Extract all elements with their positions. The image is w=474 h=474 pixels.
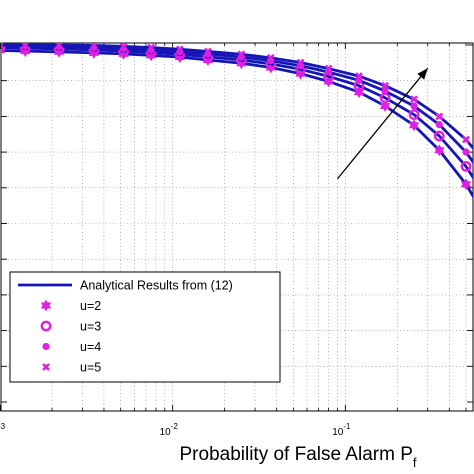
x-tick-label-exponent: -3: [0, 422, 6, 431]
marker-cross-stroke: [21, 43, 30, 49]
data-point: [434, 144, 445, 157]
marker-triangle-down: [460, 181, 472, 191]
data-point: [435, 121, 443, 129]
marker-cross-stroke: [266, 53, 275, 62]
x-tick-label: 10-3: [0, 422, 6, 438]
data-point: [408, 109, 420, 121]
legend-marker: [40, 299, 52, 312]
data-point: [462, 148, 470, 156]
x-axis-label: Probability of False Alarm Pf: [180, 444, 417, 470]
x-axis-label-main: Probability of False Alarm P: [180, 444, 413, 465]
legend-label: u=5: [80, 361, 101, 375]
x-tick-label-base: 10: [332, 427, 344, 438]
x-tick-label-base: 10: [160, 427, 172, 438]
data-point: [147, 43, 156, 52]
x-tick-label-exponent: -2: [171, 422, 179, 431]
data-point: [90, 43, 98, 50]
marker-cross-stroke: [237, 50, 246, 59]
marker-cross-stroke: [175, 45, 184, 54]
data-point: [435, 112, 444, 121]
marker-cross-stroke: [90, 43, 98, 50]
data-point: [410, 95, 418, 104]
data-point: [379, 100, 391, 112]
data-point: [203, 47, 212, 56]
data-point: [266, 53, 275, 62]
marker-cross-stroke: [462, 135, 470, 144]
marker-triangle-down: [379, 103, 391, 112]
data-point: [55, 43, 64, 49]
marker-cross-stroke: [55, 43, 63, 49]
legend-marker: [42, 342, 50, 351]
data-point: [460, 160, 472, 172]
x-tick-label: 10-1: [332, 422, 351, 438]
marker-cross-stroke: [203, 47, 212, 56]
data-point: [324, 64, 333, 73]
marker-triangle-down: [353, 89, 365, 99]
legend-label: u=4: [80, 340, 101, 354]
data-point: [175, 45, 184, 54]
series-u5: [1, 43, 473, 151]
marker-triangle-down: [434, 147, 445, 157]
marker-cross-stroke: [324, 64, 333, 73]
legend-item: u=4: [42, 340, 101, 354]
legend-label: u=2: [80, 299, 101, 313]
marker-triangle-down: [40, 302, 52, 312]
legend-marker: [40, 320, 52, 332]
x-axis-label-subscript: f: [413, 455, 417, 470]
marker-cross-stroke: [42, 363, 50, 371]
data-point: [355, 72, 363, 80]
marker-cross-stroke: [147, 43, 156, 52]
series-group: [1, 43, 473, 199]
data-point: [460, 178, 472, 191]
marker-cross-stroke: [355, 72, 363, 80]
data-point: [296, 58, 305, 67]
marker-cross-stroke: [119, 43, 128, 51]
marker-cross-stroke: [410, 95, 418, 104]
data-point: [1, 43, 6, 53]
arrow-head: [417, 68, 428, 80]
data-point: [410, 102, 418, 110]
legend-label: u=3: [80, 320, 101, 334]
data-point: [119, 43, 128, 51]
data-point: [408, 119, 420, 132]
data-point: [1, 43, 4, 49]
direction-arrow: [336, 67, 429, 180]
data-point: [237, 50, 246, 59]
legend-box: [9, 271, 281, 383]
data-point: [433, 130, 445, 142]
data-point: [21, 43, 30, 49]
marker-cross-stroke: [381, 81, 390, 90]
plot-frame: [0, 42, 474, 412]
x-tick-label-exponent: -1: [343, 422, 351, 431]
legend: Analytical Results from (12) u=2 u=3 u=4 u=5: [9, 271, 281, 383]
marker-cross-stroke: [1, 44, 4, 49]
legend-item: u=2: [40, 299, 101, 313]
marker-triangle-down: [408, 122, 420, 132]
arrow-shaft: [336, 67, 429, 180]
marker-cross-stroke: [296, 58, 305, 67]
data-point: [381, 81, 390, 90]
legend-item: u=5: [42, 361, 101, 375]
marker-cross-stroke: [435, 112, 444, 121]
legend-item: u=3: [40, 320, 101, 334]
x-tick-label: 10-2: [160, 422, 179, 438]
legend-item: Analytical Results from (12): [18, 279, 233, 293]
axes: 10-310-210-1: [0, 42, 474, 438]
legend-marker: [42, 363, 50, 371]
data-point: [462, 135, 470, 144]
legend-label: Analytical Results from (12): [80, 279, 233, 293]
